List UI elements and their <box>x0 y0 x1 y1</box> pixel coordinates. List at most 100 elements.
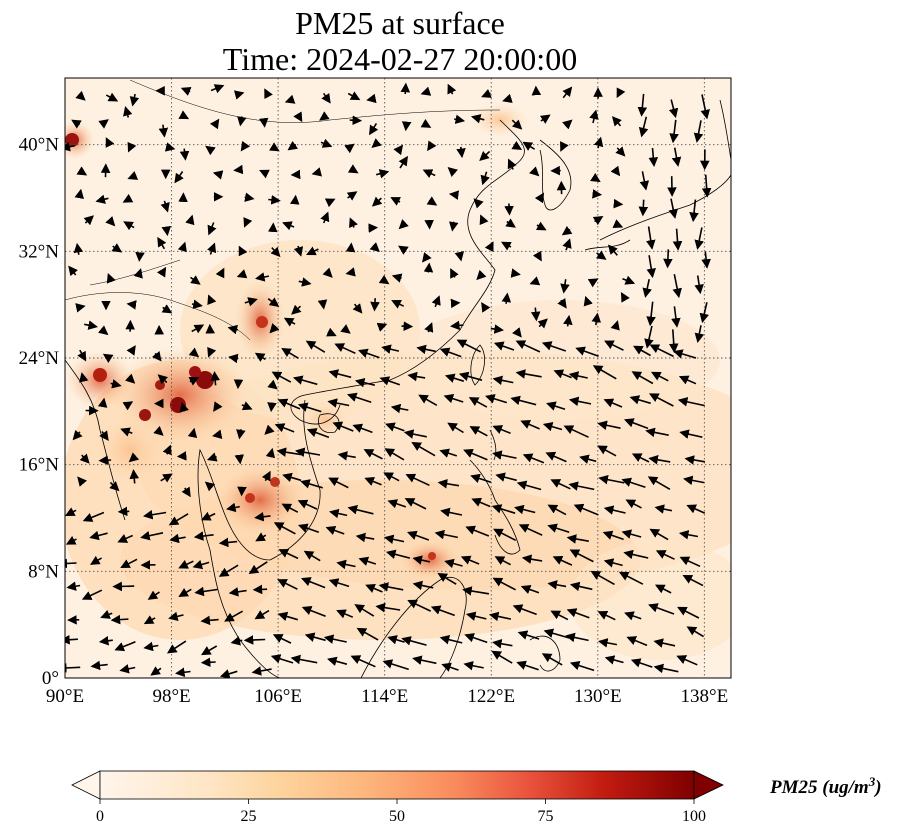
wind-arrow <box>597 611 616 621</box>
lon-tick-label: 122°E <box>467 686 515 707</box>
wind-arrow <box>204 481 216 492</box>
wind-arrow <box>422 169 436 179</box>
wind-arrow <box>243 217 253 228</box>
wind-arrow <box>412 555 431 565</box>
wind-arrow <box>174 171 184 184</box>
wind-arrow <box>465 611 487 621</box>
wind-arrow <box>82 511 105 522</box>
wind-arrow <box>65 507 77 517</box>
wind-arrow <box>194 586 218 597</box>
wind-arrow <box>320 211 330 224</box>
wind-arrow <box>689 199 699 223</box>
wind-arrow <box>473 198 484 209</box>
wind-arrow <box>535 221 547 231</box>
wind-arrow <box>575 346 599 357</box>
wind-arrow <box>637 93 648 117</box>
wind-arrow <box>251 666 272 676</box>
wind-arrow <box>201 645 218 656</box>
wind-arrow <box>79 453 90 464</box>
wind-arrow <box>646 301 656 327</box>
wind-arrow <box>105 137 115 148</box>
wind-arrow <box>230 636 243 646</box>
wind-arrow <box>650 371 669 382</box>
wind-arrow <box>376 322 388 332</box>
wind-arrow <box>76 166 88 176</box>
wind-arrow <box>407 599 432 612</box>
wind-arrow <box>218 564 239 577</box>
wind-arrow <box>175 667 191 678</box>
wind-arrow <box>328 578 350 588</box>
wind-arrow <box>261 470 271 482</box>
wind-arrow <box>616 87 626 99</box>
wind-arrow <box>191 299 203 309</box>
colorbar-tick-label: 100 <box>682 808 706 825</box>
wind-arrow <box>522 453 545 464</box>
wind-arrow <box>550 479 571 490</box>
wind-arrow <box>287 140 299 151</box>
wind-arrow <box>105 216 116 227</box>
wind-arrow <box>607 244 618 256</box>
wind-arrow <box>355 532 375 543</box>
wind-arrow <box>209 118 220 130</box>
wind-arrow <box>537 318 548 329</box>
wind-arrow <box>97 325 109 336</box>
wind-arrow <box>557 297 567 309</box>
axis-ticks: 90°E 98°E 106°E 114°E 122°E 130°E 138°E 0° 8°N 16… <box>19 135 729 707</box>
chart-title: PM25 at surface <box>295 5 505 41</box>
wind-arrow <box>385 549 411 559</box>
wind-arrow <box>648 603 675 615</box>
wind-arrow <box>228 353 239 364</box>
wind-arrow <box>686 504 706 514</box>
wind-arrow <box>547 504 567 516</box>
wind-arrow <box>281 347 299 359</box>
wind-arrow <box>298 277 312 287</box>
wind-arrow <box>210 371 220 386</box>
wind-arrow <box>511 119 523 130</box>
colorbar-tick-label: 75 <box>538 808 554 825</box>
wind-arrow <box>269 323 280 334</box>
wind-arrow <box>385 422 405 432</box>
wind-arrow <box>522 141 536 151</box>
wind-arrow <box>512 327 522 338</box>
wind-arrow <box>391 299 405 309</box>
wind-arrow <box>552 555 573 566</box>
wind-arrow <box>328 369 352 379</box>
wind-arrow <box>188 347 200 358</box>
wind-arrow <box>653 638 676 648</box>
wind-arrow <box>71 119 82 129</box>
wind-arrow <box>352 423 373 434</box>
wind-arrow <box>465 525 490 537</box>
wind-arrow <box>603 505 626 515</box>
wind-arrow <box>639 171 650 191</box>
wind-arrow <box>228 587 247 597</box>
wind-arrow <box>510 268 521 278</box>
wind-arrow <box>515 369 542 379</box>
wind-arrow <box>191 324 205 334</box>
wind-arrow <box>390 197 402 206</box>
wind-arrow <box>694 325 705 343</box>
wind-arrow <box>625 499 642 509</box>
wind-arrow <box>143 615 156 625</box>
wind-arrow <box>282 221 295 231</box>
wind-arrow <box>363 449 383 460</box>
wind-arrow <box>610 320 620 331</box>
wind-arrow <box>306 246 319 256</box>
wind-arrow <box>420 86 432 96</box>
wind-arrow <box>164 142 176 152</box>
wind-arrow <box>349 217 358 229</box>
wind-arrow <box>270 654 294 664</box>
wind-arrow <box>529 276 541 286</box>
wind-arrow <box>441 662 459 672</box>
wind-arrow <box>649 344 674 358</box>
wind-arrow <box>129 93 140 107</box>
wind-arrow <box>391 273 403 283</box>
wind-arrow <box>254 352 266 362</box>
wind-arrow <box>180 86 192 96</box>
wind-arrow <box>502 93 513 103</box>
wind-arrow <box>454 251 465 262</box>
wind-arrow <box>476 269 487 281</box>
wind-arrow <box>612 219 624 229</box>
wind-arrow <box>166 640 187 654</box>
wind-arrow <box>456 339 481 353</box>
wind-arrow <box>297 499 318 510</box>
